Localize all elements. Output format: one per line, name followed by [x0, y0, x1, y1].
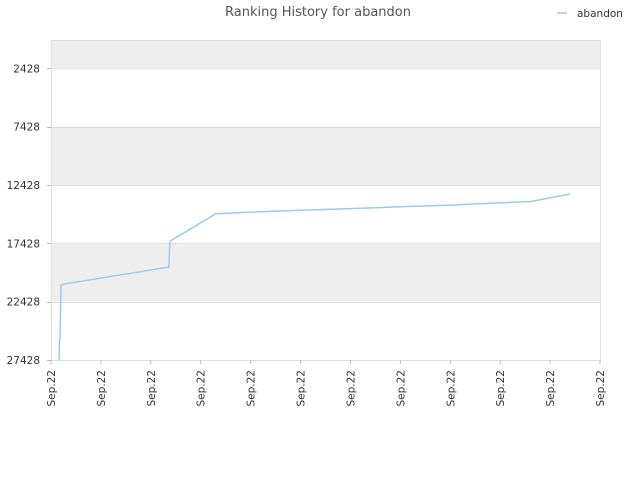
x-tick-label: Sep.22 — [96, 370, 108, 407]
x-tick-label: Sep.22 — [46, 370, 58, 407]
series-layer — [58, 193, 571, 361]
x-axis-labels: Sep.22 Sep.22 Sep.22 Sep.22 Sep.22 Sep.22 Sep.… — [46, 360, 607, 407]
x-tick-label: Sep.22 — [395, 370, 407, 407]
plot-band — [51, 40, 600, 69]
y-tick-label: 2428 — [13, 63, 40, 75]
plot-band — [51, 243, 600, 302]
plot-band — [51, 184, 600, 244]
y-tick-label: 12428 — [7, 180, 40, 192]
plot-bands — [51, 40, 600, 360]
series-line-abandon — [58, 193, 571, 361]
y-tick-label: 22428 — [7, 297, 40, 309]
x-tick-label: Sep.22 — [345, 370, 357, 407]
x-tick-label: Sep.22 — [246, 370, 258, 407]
chart-title: Ranking History for abandon — [225, 5, 411, 20]
y-tick-label: 17428 — [7, 238, 40, 250]
gridlines — [47, 68, 600, 361]
y-axis-labels: 2428 7428 12428 17428 22428 27428 — [7, 63, 40, 367]
plot-band — [51, 68, 600, 127]
x-tick-label: Sep.22 — [495, 370, 507, 407]
x-tick-label: Sep.22 — [545, 370, 557, 407]
y-tick-label: 27428 — [7, 355, 40, 367]
plot-band — [51, 126, 600, 185]
legend-label-abandon: abandon — [577, 8, 623, 20]
legend[interactable]: abandon — [557, 8, 623, 20]
y-tick-label: 7428 — [13, 122, 40, 134]
x-tick-label: Sep.22 — [595, 370, 607, 407]
x-tick-label: Sep.22 — [146, 370, 158, 407]
plot-band — [51, 301, 600, 360]
x-tick-label: Sep.22 — [296, 370, 308, 407]
x-tick-label: Sep.22 — [445, 370, 457, 407]
x-tick-label: Sep.22 — [196, 370, 208, 407]
